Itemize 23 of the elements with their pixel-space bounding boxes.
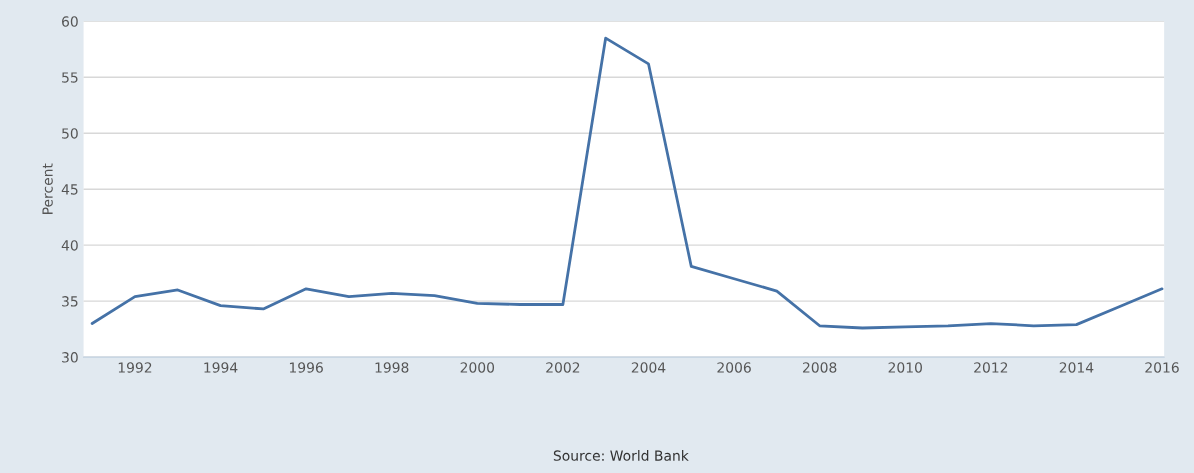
y-tick-label: 50 (62, 128, 78, 139)
x-tick-label: 1998 (375, 362, 409, 373)
x-tick-label: 2010 (888, 362, 922, 373)
y-tick-label: 60 (62, 16, 78, 27)
y-tick-label: 35 (62, 296, 78, 307)
y-tick-label: 45 (61, 184, 78, 195)
x-tick-label: 1994 (204, 362, 238, 373)
x-tick-label: 2006 (717, 362, 751, 373)
x-tick-label: 1996 (289, 362, 323, 373)
y-tick-label: 55 (62, 72, 78, 83)
x-tick-label: 2002 (546, 362, 580, 373)
x-tick-label: 2004 (631, 362, 666, 373)
x-tick-label: 2016 (1145, 362, 1179, 373)
x-tick-label: 2012 (974, 362, 1008, 373)
x-tick-label: 2008 (803, 362, 837, 373)
x-tick-label: 2000 (460, 362, 495, 373)
line-series (90, 36, 1164, 330)
x-tick-label: 1992 (118, 362, 152, 373)
y-axis-title: Percent (42, 163, 53, 214)
x-tick-label: 2014 (1059, 362, 1094, 373)
source-note: Source: World Bank (553, 450, 689, 461)
y-tick-label: 30 (62, 352, 78, 363)
y-tick-label: 40 (61, 240, 78, 251)
